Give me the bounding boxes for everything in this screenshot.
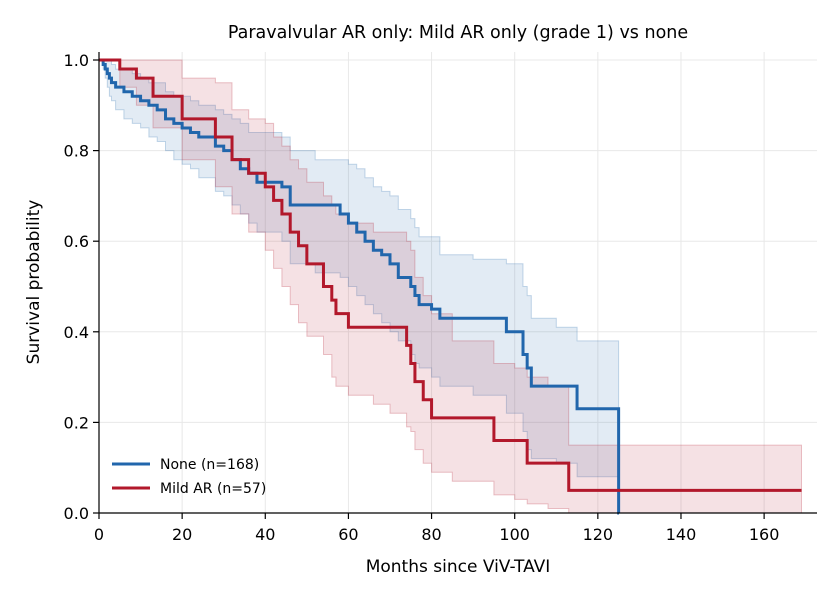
x-tick-label: 100 (499, 525, 530, 544)
legend-label-none: None (n=168) (160, 457, 259, 473)
y-tick-label: 0.8 (64, 142, 89, 161)
x-tick-label: 80 (421, 525, 441, 544)
grid (98, 52, 817, 514)
legend-label-mild-ar: Mild AR (n=57) (160, 481, 266, 497)
x-tick-label: 40 (255, 525, 275, 544)
x-tick-label: 20 (172, 525, 192, 544)
y-tick-label: 0.2 (64, 413, 89, 432)
ci-band-none (99, 59, 620, 514)
y-tick-label: 1.0 (64, 51, 89, 70)
x-axis-title: Months since ViV-TAVI (366, 557, 551, 577)
series-line-mild-ar (99, 58, 802, 492)
y-tick-label: 0.0 (64, 504, 89, 523)
axes (98, 52, 817, 514)
x-tick-label: 0 (94, 525, 104, 544)
x-tick-label: 120 (583, 525, 614, 544)
y-ticks: 0.0 0.2 0.4 0.6 0.8 1.0 (64, 51, 99, 523)
y-tick-label: 0.6 (64, 232, 89, 251)
chart-title: Paravalvular AR only: Mild AR only (grad… (228, 23, 688, 43)
series-line-none (99, 58, 621, 515)
x-ticks: 0 20 40 60 80 100 120 140 160 (94, 513, 779, 544)
y-axis-title: Survival probability (24, 200, 44, 365)
x-tick-label: 160 (749, 525, 780, 544)
survival-curves (99, 58, 802, 515)
legend: None (n=168) Mild AR (n=57) (112, 457, 266, 497)
x-tick-label: 140 (666, 525, 697, 544)
x-tick-label: 60 (338, 525, 358, 544)
y-tick-label: 0.4 (64, 323, 89, 342)
confidence-bands (99, 59, 802, 514)
